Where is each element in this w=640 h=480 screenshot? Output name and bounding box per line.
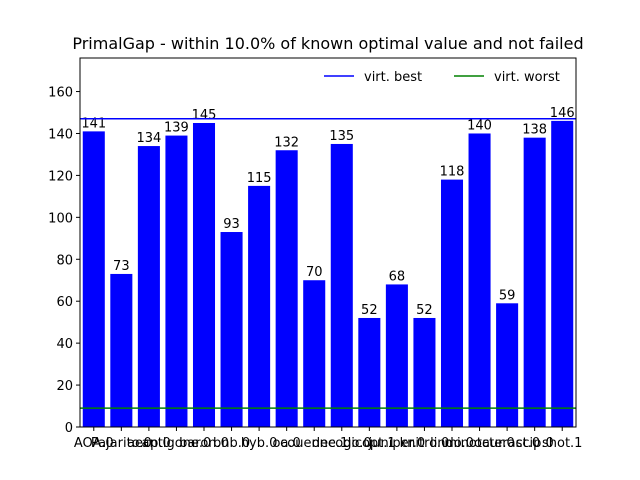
- bar: [551, 120, 574, 427]
- bar: [275, 150, 298, 427]
- x-tick-label: decogo.0: [312, 436, 372, 451]
- bar: [468, 133, 491, 427]
- x-tick-label: juniper.0: [368, 436, 426, 451]
- value-label: 132: [274, 135, 299, 150]
- value-label: 141: [81, 116, 106, 131]
- x-tick-label: bnb.0: [213, 436, 250, 451]
- value-label: 70: [306, 265, 323, 280]
- value-label: 52: [361, 303, 378, 318]
- bar: [330, 143, 353, 428]
- y-tick-label: 60: [56, 295, 73, 310]
- value-label: 140: [467, 118, 492, 133]
- x-tick-label: hyb.0: [241, 436, 278, 451]
- x-tick-label: antigone.0: [142, 436, 212, 451]
- bar: [385, 284, 408, 427]
- bar: [82, 131, 105, 427]
- value-label: 73: [113, 259, 130, 274]
- y-tick-label: 80: [56, 253, 73, 268]
- value-label: 93: [223, 217, 240, 232]
- x-tick-label: scip.0: [516, 436, 554, 451]
- value-label: 139: [164, 121, 189, 136]
- x-tick-label: baron.0: [179, 436, 229, 451]
- bar: [110, 273, 133, 427]
- y-tick-label: 0: [65, 421, 73, 436]
- y-tick-label: 120: [48, 169, 73, 184]
- plot-frame: [79, 57, 577, 428]
- value-label: 118: [440, 165, 465, 180]
- y-tick-label: 40: [56, 337, 73, 352]
- x-tick-label: Pajarito.0: [91, 436, 152, 451]
- bar: [496, 303, 519, 427]
- x-tick-label: knitro.0: [400, 436, 450, 451]
- x-tick-label: dicopt.1: [343, 436, 396, 451]
- value-label: 59: [499, 288, 516, 303]
- bar: [248, 185, 271, 427]
- bar: [413, 317, 436, 427]
- value-label: 145: [192, 108, 217, 123]
- bar: [358, 317, 381, 427]
- bar: [523, 137, 546, 427]
- value-label: 115: [247, 171, 272, 186]
- bar: [220, 232, 243, 427]
- y-tick-label: 20: [56, 379, 73, 394]
- x-tick-label: shot.1: [542, 436, 582, 451]
- x-tick-label: oa.0: [273, 436, 301, 451]
- value-label: 146: [550, 106, 575, 121]
- x-tick-label: minotaur.0: [444, 436, 514, 451]
- value-label: 138: [522, 123, 547, 138]
- bar: [303, 280, 326, 427]
- x-tick-label: octeract.0: [474, 436, 540, 451]
- value-label: 68: [389, 269, 406, 284]
- bar: [165, 135, 188, 428]
- bar: [137, 146, 160, 427]
- chart-title: PrimalGap - within 10.0% of known optima…: [72, 34, 583, 53]
- value-label: 134: [136, 131, 161, 146]
- y-tick-label: 160: [48, 86, 73, 101]
- y-tick-label: 100: [48, 211, 73, 226]
- value-label: 52: [416, 303, 433, 318]
- legend-label: virt. best: [364, 70, 422, 85]
- x-tick-label: AOA.0: [74, 436, 114, 451]
- legend-label: virt. worst: [494, 70, 560, 85]
- y-tick-label: 140: [48, 127, 73, 142]
- bar: [440, 179, 464, 427]
- x-tick-label: aecp.0: [127, 436, 171, 451]
- x-tick-label: couenne.1: [280, 436, 348, 451]
- x-tick-label: lindo.0: [430, 436, 474, 451]
- value-label: 135: [329, 129, 354, 144]
- bar: [192, 122, 216, 427]
